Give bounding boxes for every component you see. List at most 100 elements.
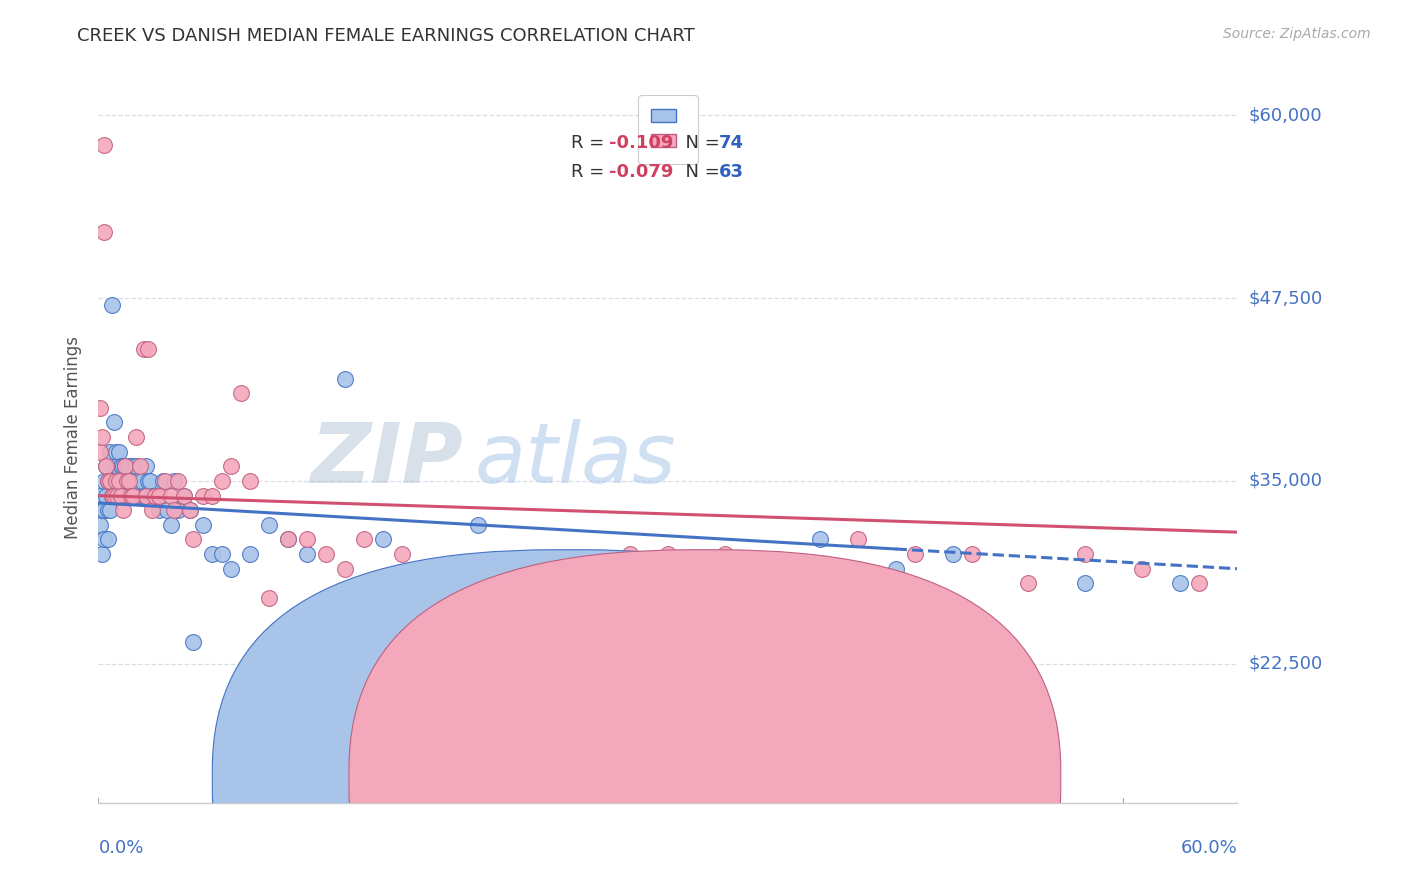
Point: [136, 343, 159, 357]
Point: [104, 444, 127, 458]
Text: R =: R =: [571, 134, 610, 152]
Point: [112, 459, 135, 474]
Point: [107, 489, 129, 503]
Point: [167, 474, 190, 488]
Point: [277, 533, 299, 547]
Point: [211, 474, 233, 488]
Point: [89, 401, 111, 415]
Point: [93, 533, 115, 547]
Point: [191, 517, 214, 532]
Point: [543, 562, 565, 576]
Point: [100, 489, 122, 503]
Point: [112, 489, 135, 503]
Point: [173, 489, 195, 503]
Point: [229, 386, 252, 401]
Point: [297, 547, 319, 561]
Point: [110, 459, 132, 474]
Point: [159, 489, 181, 503]
Text: atlas: atlas: [474, 418, 676, 500]
Point: [136, 474, 159, 488]
Point: [132, 343, 155, 357]
Point: [259, 591, 281, 605]
Point: [808, 533, 831, 547]
Point: [100, 298, 122, 312]
Point: [657, 547, 679, 561]
Point: [93, 137, 115, 152]
Text: -0.109: -0.109: [609, 134, 673, 152]
Point: [89, 517, 111, 532]
Text: 74: 74: [718, 134, 744, 152]
Point: [132, 489, 155, 503]
Text: -0.079: -0.079: [609, 163, 673, 181]
Point: [93, 503, 115, 517]
Point: [114, 459, 136, 474]
Point: [131, 474, 153, 488]
Point: [108, 474, 131, 488]
Point: [391, 547, 413, 561]
Point: [846, 533, 869, 547]
Point: [121, 489, 143, 503]
Point: [335, 371, 357, 385]
Point: [221, 562, 243, 576]
Point: [129, 489, 152, 503]
Point: [353, 533, 375, 547]
Point: [127, 474, 149, 488]
Point: [94, 489, 117, 503]
Point: [211, 547, 233, 561]
Point: [108, 489, 131, 503]
Point: [91, 547, 114, 561]
Point: [221, 459, 243, 474]
Text: 0.0%: 0.0%: [98, 839, 143, 857]
Point: [191, 489, 214, 503]
Point: [97, 474, 120, 488]
Point: [98, 474, 121, 488]
Point: [141, 489, 163, 503]
Point: [97, 533, 120, 547]
Point: [714, 547, 737, 561]
Point: [183, 635, 205, 649]
Point: [942, 547, 965, 561]
FancyBboxPatch shape: [349, 549, 1060, 892]
Point: [153, 474, 176, 488]
Text: N =: N =: [673, 134, 725, 152]
Point: [163, 474, 186, 488]
Point: [103, 416, 125, 430]
Point: [103, 474, 125, 488]
FancyBboxPatch shape: [212, 549, 924, 892]
Point: [201, 547, 224, 561]
Point: [145, 489, 167, 503]
Point: [770, 562, 793, 576]
Point: [1074, 547, 1097, 561]
Point: [173, 489, 195, 503]
Point: [148, 489, 170, 503]
Point: [239, 547, 262, 561]
Point: [120, 489, 142, 503]
Y-axis label: Median Female Earnings: Median Female Earnings: [65, 335, 83, 539]
Text: Danes: Danes: [737, 768, 789, 786]
Point: [107, 459, 129, 474]
Point: [91, 430, 114, 444]
Point: [114, 489, 136, 503]
Point: [960, 547, 983, 561]
Point: [1170, 576, 1192, 591]
Point: [94, 459, 117, 474]
Point: [100, 489, 122, 503]
Point: [335, 562, 357, 576]
Point: [152, 474, 174, 488]
Point: [103, 489, 125, 503]
Point: [141, 503, 163, 517]
Point: [91, 503, 114, 517]
Point: [115, 459, 138, 474]
Point: [884, 562, 907, 576]
Point: [114, 459, 136, 474]
Point: [1188, 576, 1211, 591]
Text: Creek: Creek: [599, 768, 648, 786]
Point: [89, 444, 111, 458]
Point: [104, 474, 127, 488]
Point: [904, 547, 927, 561]
Point: [104, 489, 127, 503]
Point: [138, 474, 160, 488]
Point: [93, 474, 115, 488]
Point: [467, 517, 489, 532]
Point: [315, 547, 337, 561]
